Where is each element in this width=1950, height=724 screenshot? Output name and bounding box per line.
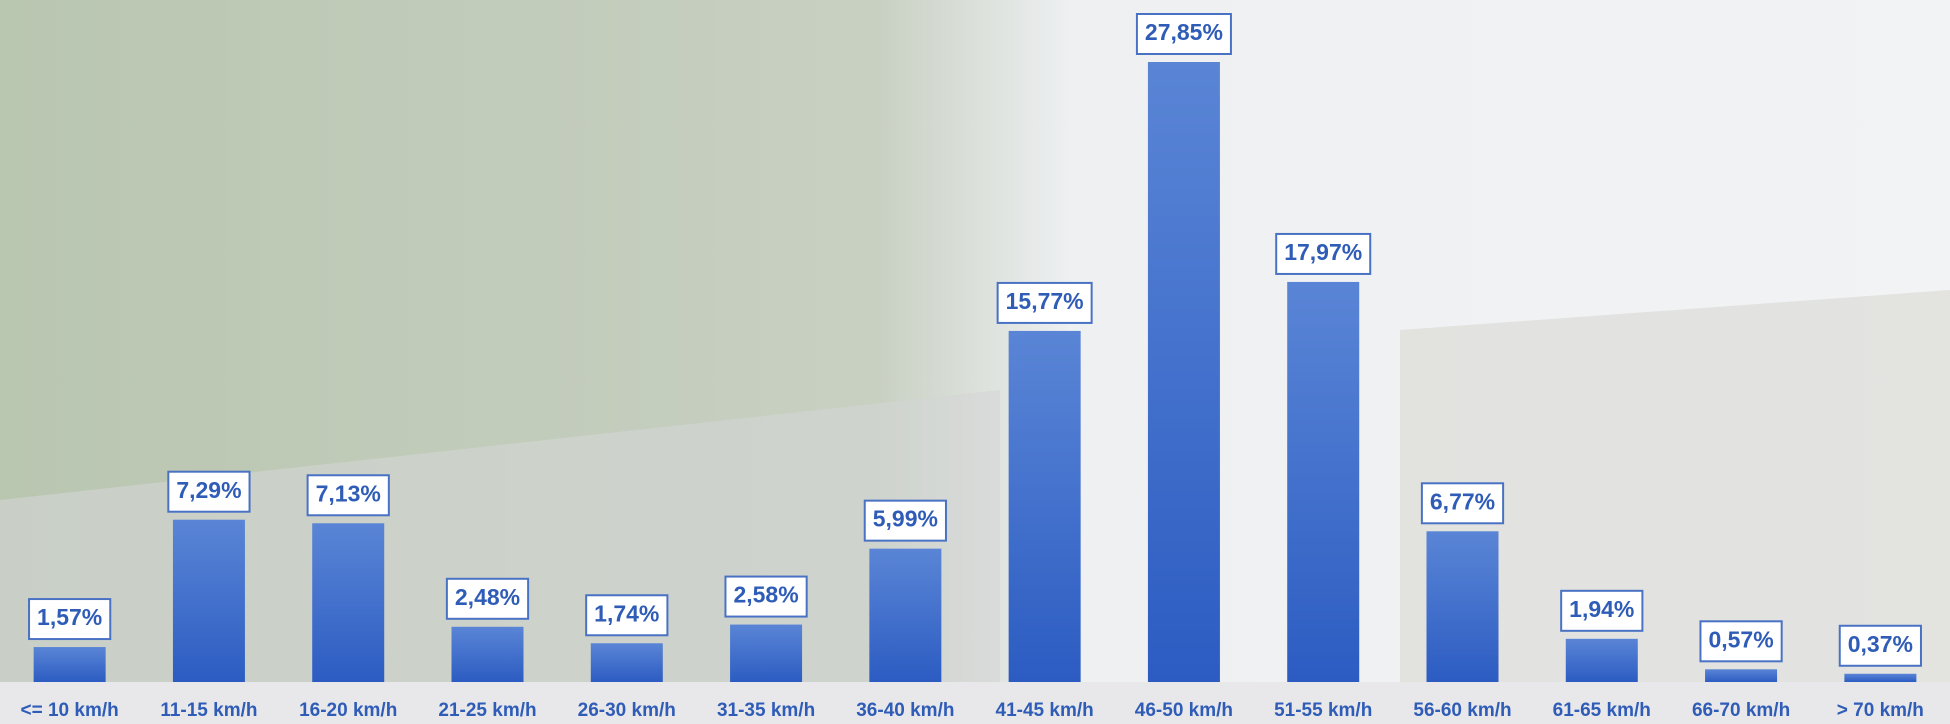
bar bbox=[1287, 281, 1360, 682]
value-label-box bbox=[1560, 589, 1644, 632]
value-label-box bbox=[306, 474, 390, 517]
value-label-box bbox=[445, 577, 530, 620]
x-tick-label: <= 10 km/h bbox=[21, 700, 119, 721]
value-label: 6,77% bbox=[1430, 488, 1495, 514]
bar bbox=[312, 523, 385, 682]
axis-strip bbox=[0, 682, 1950, 724]
value-label: 15,77% bbox=[1006, 288, 1084, 314]
x-tick-label: 21-25 km/h bbox=[438, 700, 536, 721]
value-label-box bbox=[28, 598, 112, 641]
value-label: 0,57% bbox=[1708, 626, 1773, 652]
value-label: 1,94% bbox=[1569, 596, 1634, 622]
x-tick-label: 16-20 km/h bbox=[299, 700, 397, 721]
value-label-box bbox=[996, 281, 1093, 324]
value-label-box bbox=[724, 575, 808, 618]
value-label: 5,99% bbox=[873, 506, 938, 532]
x-tick-label: 56-60 km/h bbox=[1413, 700, 1511, 721]
bar bbox=[1565, 638, 1638, 682]
x-tick-label: 36-40 km/h bbox=[856, 700, 954, 721]
value-label-box bbox=[585, 594, 669, 637]
value-label-box bbox=[1275, 232, 1372, 275]
bar bbox=[451, 626, 524, 682]
value-label-box bbox=[1420, 482, 1505, 525]
value-label: 7,13% bbox=[316, 480, 381, 506]
bar bbox=[1426, 531, 1499, 682]
value-label-box bbox=[1699, 620, 1783, 663]
value-label: 17,97% bbox=[1284, 239, 1362, 265]
x-tick-label: 11-15 km/h bbox=[160, 700, 257, 721]
value-label: 7,29% bbox=[176, 477, 241, 503]
value-label: 2,48% bbox=[455, 584, 520, 610]
x-tick-label: 51-55 km/h bbox=[1274, 700, 1372, 721]
x-tick-label: 31-35 km/h bbox=[717, 700, 815, 721]
value-label: 1,57% bbox=[37, 604, 102, 630]
x-tick-label: 41-45 km/h bbox=[996, 700, 1094, 721]
value-label-box bbox=[1838, 624, 1922, 667]
x-tick-label: 26-30 km/h bbox=[578, 700, 676, 721]
x-tick-label: > 70 km/h bbox=[1837, 700, 1924, 721]
value-label-box bbox=[863, 499, 947, 542]
houses bbox=[1400, 290, 1950, 690]
bar bbox=[172, 519, 245, 682]
bar bbox=[590, 643, 663, 682]
x-tick-label: 61-65 km/h bbox=[1553, 700, 1651, 721]
value-label: 0,37% bbox=[1848, 631, 1913, 657]
bar bbox=[1147, 62, 1220, 682]
bar bbox=[1705, 669, 1778, 682]
value-label: 27,85% bbox=[1145, 19, 1223, 45]
value-label-box bbox=[167, 470, 251, 513]
value-label-box bbox=[1135, 13, 1232, 55]
x-tick-label: 46-50 km/h bbox=[1135, 700, 1233, 721]
value-label: 2,58% bbox=[733, 582, 798, 608]
bar bbox=[1008, 330, 1081, 682]
bar bbox=[33, 647, 106, 682]
x-tick-label: 66-70 km/h bbox=[1692, 700, 1790, 721]
bar bbox=[869, 548, 942, 682]
value-label: 1,74% bbox=[594, 600, 659, 626]
bar bbox=[1844, 673, 1917, 682]
bar bbox=[730, 624, 803, 682]
